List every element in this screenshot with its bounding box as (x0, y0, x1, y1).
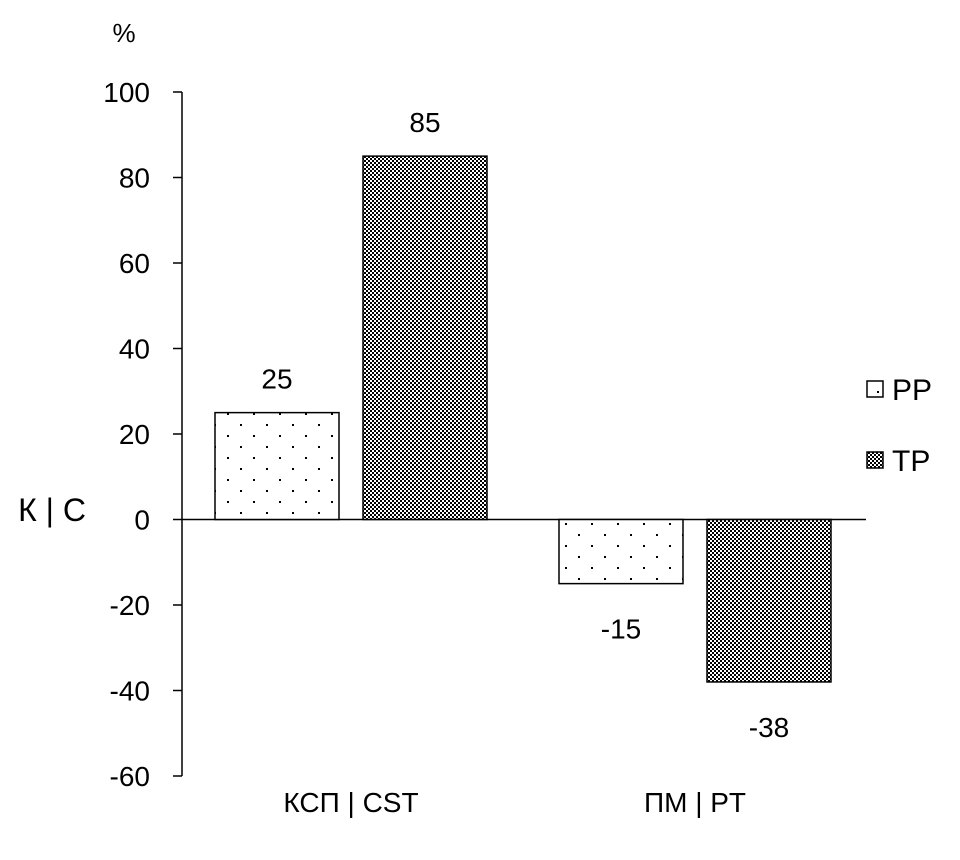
y-tick-label: 100 (103, 77, 150, 108)
y-tick-label: 80 (119, 163, 150, 194)
bar-tp (706, 518, 832, 683)
bar-pp (558, 518, 684, 585)
y-tick-label: 60 (119, 248, 150, 279)
x-category-label: ПМ | PT (644, 787, 746, 818)
data-labels: 25 -15 85 -38 (261, 107, 789, 743)
bars (214, 155, 832, 683)
y-tick-label: -40 (110, 676, 150, 707)
legend-swatch-tp (866, 451, 884, 469)
data-label: -38 (749, 712, 789, 743)
y-axis-label: К | С (18, 492, 86, 528)
data-label: 85 (409, 107, 440, 138)
bar-pp (214, 411, 340, 521)
axes: 100 80 60 40 20 0 -20 -40 -60 КСП | CST ПМ | PT (103, 77, 866, 818)
y-tick-label: -60 (110, 761, 150, 792)
bar-tp (362, 155, 488, 521)
y-tick-label: 20 (119, 419, 150, 450)
legend-label-tp: TP (892, 445, 930, 478)
unit-label: % (112, 18, 135, 48)
y-tick-label: 0 (134, 505, 150, 536)
x-category-label: КСП | CST (283, 787, 418, 818)
y-tick-label: 40 (119, 334, 150, 365)
data-label: 25 (261, 364, 292, 395)
legend: PP TP (866, 374, 932, 478)
legend-swatch-pp (866, 380, 884, 398)
y-tick-label: -20 (110, 590, 150, 621)
data-label: -15 (601, 614, 641, 645)
legend-label-pp: PP (892, 374, 932, 407)
